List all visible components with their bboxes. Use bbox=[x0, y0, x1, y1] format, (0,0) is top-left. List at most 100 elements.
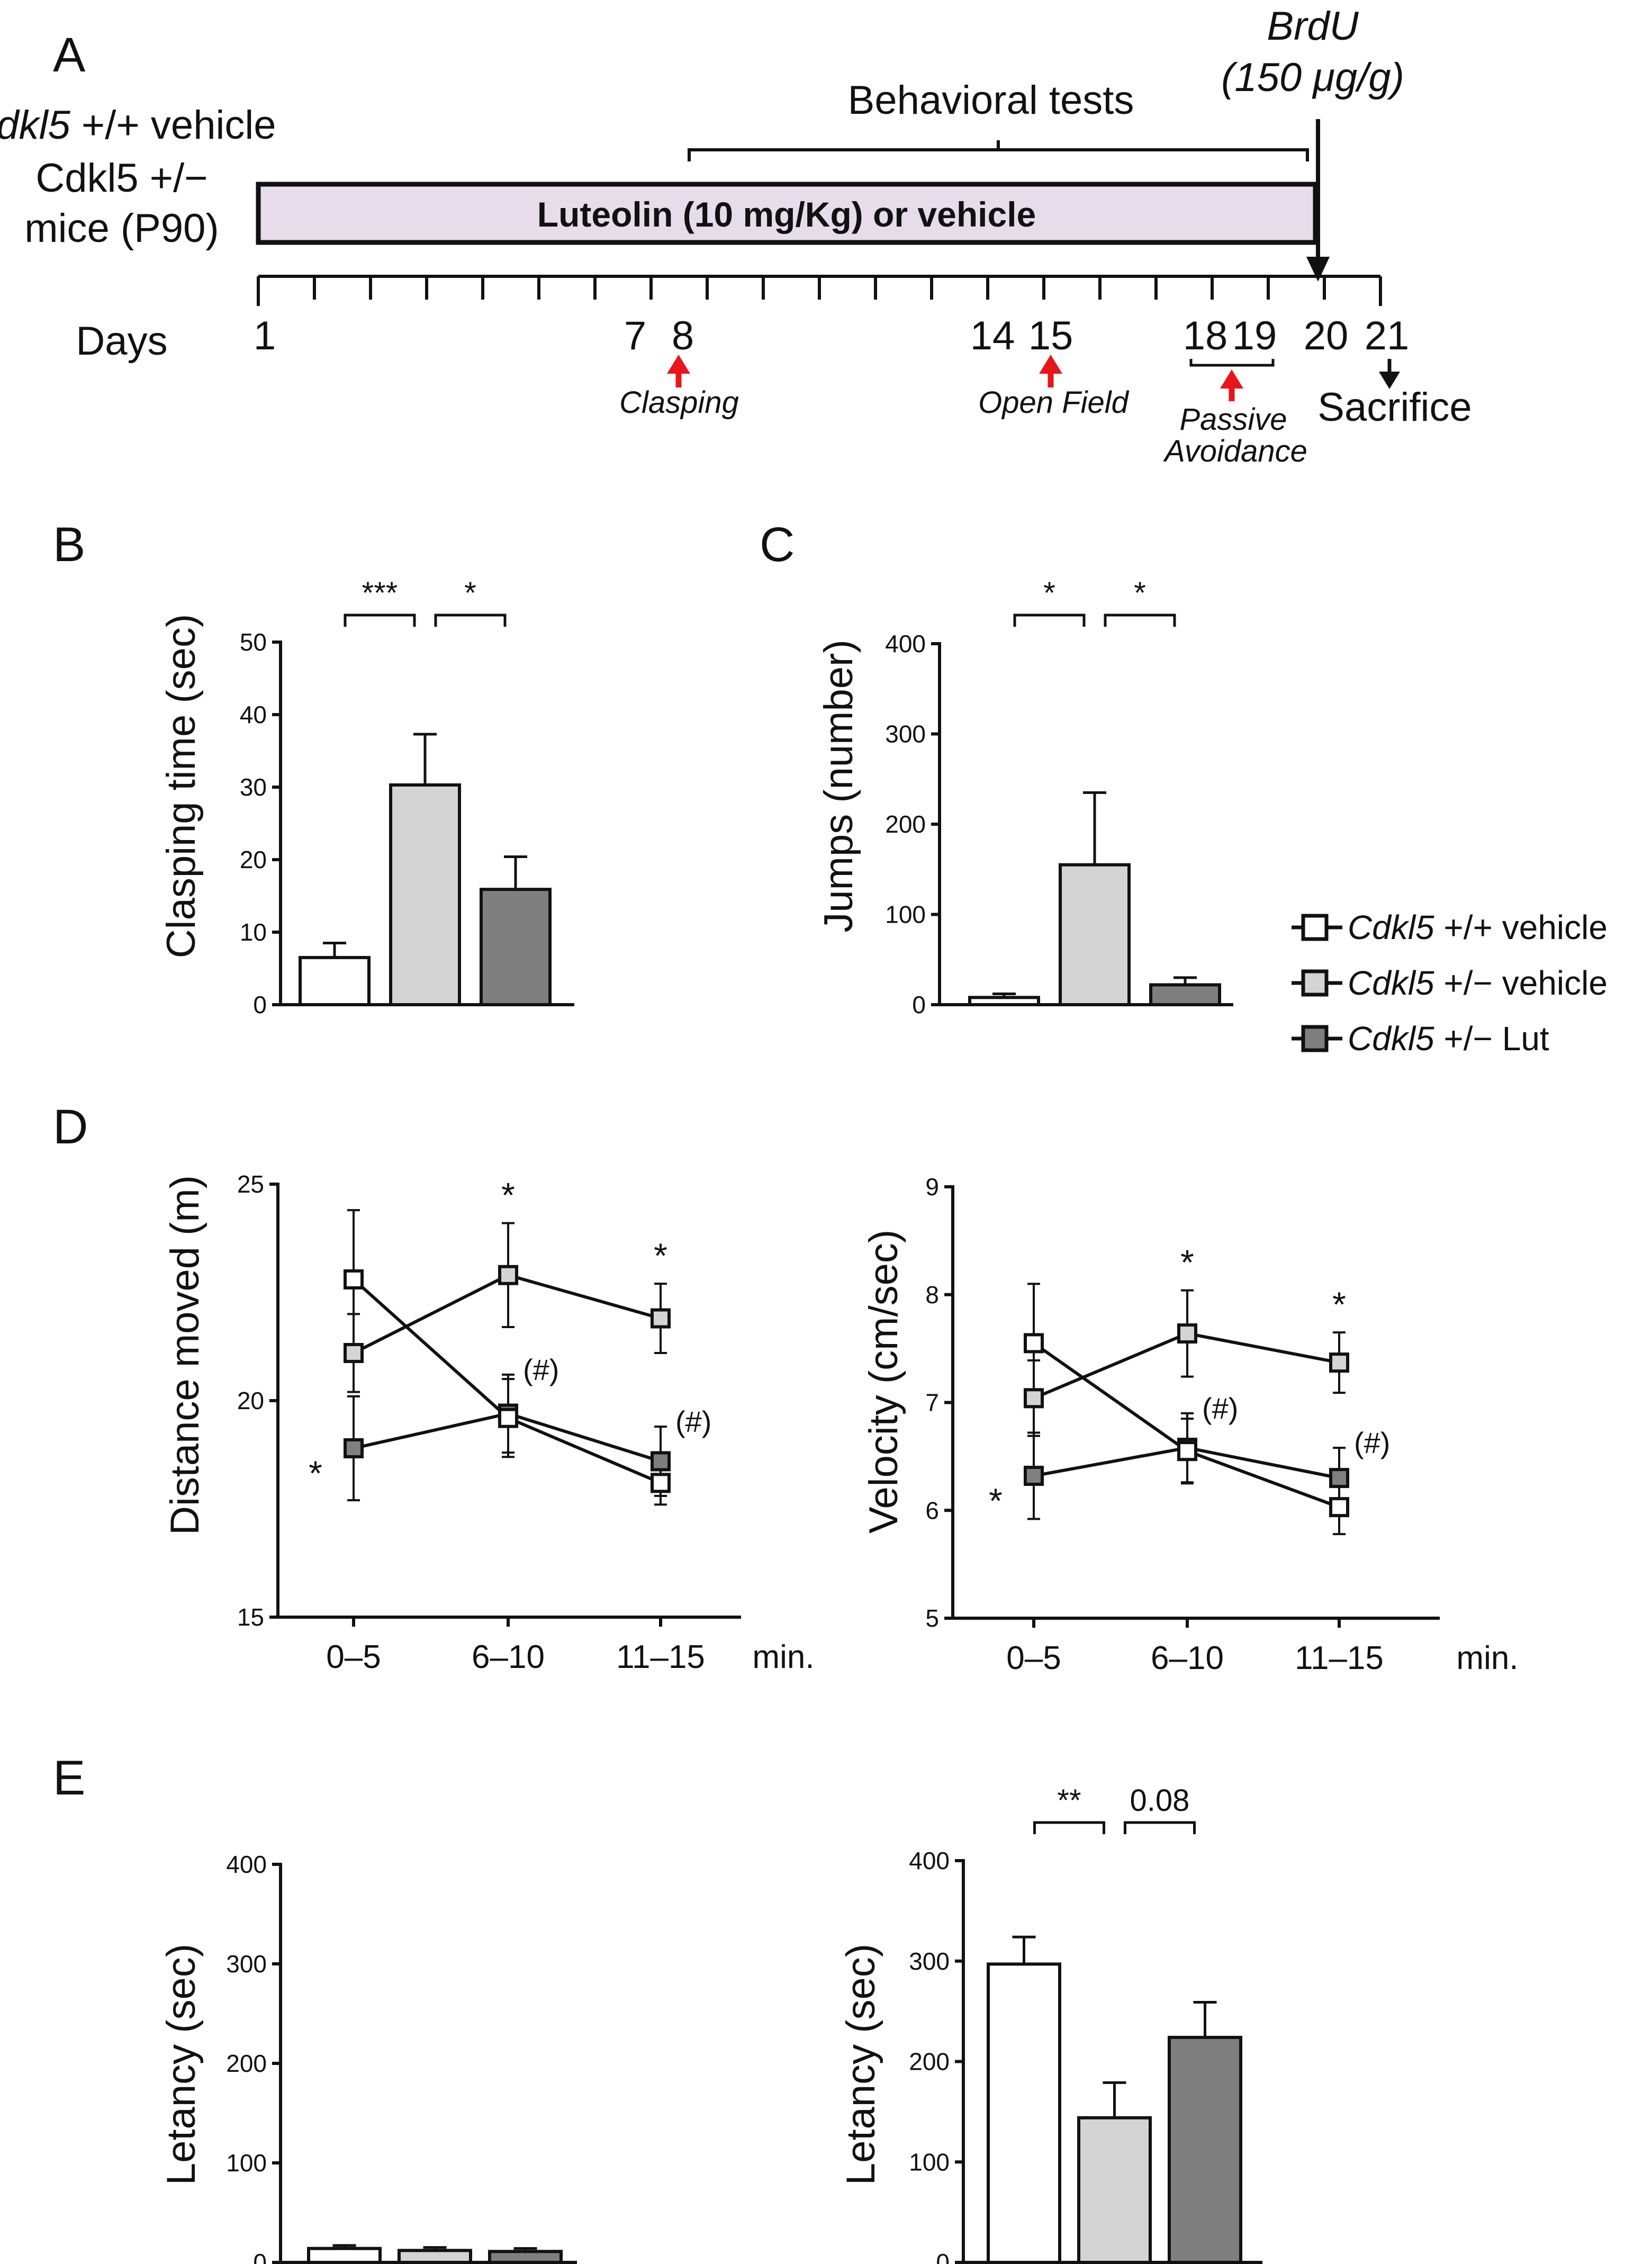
significance-label: *** bbox=[362, 576, 398, 610]
data-point bbox=[1177, 1441, 1197, 1462]
passive-avoidance-bracket bbox=[1189, 359, 1275, 367]
panel-label-b: B bbox=[53, 518, 85, 572]
significance-bracket bbox=[1033, 1821, 1105, 1834]
y-axis-label-latency-2: Letancy (sec) bbox=[838, 1944, 883, 2185]
y-tick-label: 0 bbox=[936, 2249, 950, 2264]
data-point bbox=[1329, 1352, 1349, 1373]
chart-jumps: Jumps (number) 0 100 200 300 400 * * bbox=[816, 576, 1233, 1018]
day-7: 7 bbox=[624, 313, 646, 358]
y-axis-label-jumps: Jumps (number) bbox=[816, 639, 861, 932]
y-tick-label: 0 bbox=[253, 991, 267, 1018]
data-point bbox=[344, 1438, 364, 1458]
day-ticks bbox=[257, 276, 1382, 306]
clasping-arrow bbox=[667, 355, 690, 387]
data-point bbox=[1024, 1333, 1044, 1354]
y-tick-label: 100 bbox=[885, 901, 926, 928]
panel-label-e: E bbox=[53, 1751, 85, 1805]
x-tick-label: 11–15 bbox=[1295, 1640, 1384, 1676]
day-21: 21 bbox=[1365, 313, 1410, 358]
group-mice: mice (P90) bbox=[24, 206, 219, 251]
day-15: 15 bbox=[1028, 313, 1073, 358]
legend-label-het-lut: Cdkl5 +/− Lut bbox=[1348, 1020, 1549, 1058]
legend-genotype-1: +/+ vehicle bbox=[1434, 908, 1608, 946]
data-point bbox=[1177, 1323, 1197, 1344]
behavioral-tests-label: Behavioral tests bbox=[848, 78, 1134, 123]
x-tick-label: 0–5 bbox=[1006, 1640, 1061, 1676]
panel-label-d: D bbox=[53, 1100, 88, 1154]
y-tick-label: 25 bbox=[237, 1170, 264, 1198]
y-tick-label: 200 bbox=[226, 2050, 267, 2077]
y-tick-label: 0 bbox=[253, 2249, 267, 2264]
group-wt: Cdkl5 +/+ vehicle bbox=[0, 103, 276, 148]
y-tick-label: 300 bbox=[226, 1950, 267, 1978]
y-tick-label: 200 bbox=[909, 2048, 950, 2076]
significance-star: * bbox=[1332, 1285, 1346, 1324]
bar bbox=[1077, 2116, 1152, 2264]
trend-annotation: (#) bbox=[1202, 1392, 1238, 1425]
day-18: 18 bbox=[1183, 313, 1228, 358]
data-point bbox=[1024, 1466, 1044, 1486]
passive-avoidance-arrow bbox=[1220, 369, 1243, 401]
avoidance-label: Avoidance bbox=[1163, 434, 1307, 468]
bar bbox=[488, 2250, 563, 2264]
significance-bracket bbox=[1013, 614, 1086, 627]
significance-label: * bbox=[1043, 576, 1055, 610]
bar bbox=[1149, 983, 1221, 1006]
data-point bbox=[498, 1265, 518, 1285]
data-point bbox=[344, 1343, 364, 1364]
open-field-arrow bbox=[1039, 355, 1062, 387]
legend-gene-3: Cdkl5 bbox=[1348, 1020, 1434, 1058]
y-tick-label: 6 bbox=[925, 1496, 939, 1524]
y-tick-label: 5 bbox=[925, 1604, 939, 1632]
bar bbox=[299, 955, 371, 1006]
y-axis-label-latency-1: Letancy (sec) bbox=[159, 1944, 204, 2185]
trend-annotation: (#) bbox=[1354, 1426, 1390, 1459]
y-axis-label-velocity: Velocity (cm/sec) bbox=[861, 1230, 906, 1534]
significance-label: 0.08 bbox=[1130, 1783, 1190, 1818]
x-tick-label: 0–5 bbox=[326, 1639, 381, 1675]
y-tick-label: 20 bbox=[240, 846, 267, 873]
y-tick-label: 8 bbox=[925, 1281, 939, 1309]
legend: Cdkl5 +/+ vehicle Cdkl5 +/− vehicle Cdkl… bbox=[1292, 908, 1608, 1058]
y-tick-label: 10 bbox=[240, 918, 267, 946]
data-point bbox=[344, 1269, 364, 1289]
chart-velocity: Velocity (cm/sec) 5 6 7 8 9 0–5 6–10 11–15 min. *… bbox=[861, 1173, 1519, 1676]
significance-label: ** bbox=[1057, 1783, 1081, 1818]
x-tick-label: 6–10 bbox=[1151, 1640, 1224, 1676]
legend-item-wt-vehicle: Cdkl5 +/+ vehicle bbox=[1292, 908, 1608, 946]
behavioral-tests-bracket bbox=[688, 140, 1309, 161]
legend-swatch-het-lut bbox=[1301, 1025, 1329, 1052]
y-tick-label: 7 bbox=[925, 1389, 939, 1417]
y-tick-label: 30 bbox=[240, 773, 267, 801]
significance-label: * bbox=[464, 576, 476, 610]
y-tick-label: 200 bbox=[885, 810, 926, 838]
y-tick-label: 20 bbox=[237, 1387, 264, 1414]
day-20: 20 bbox=[1304, 313, 1349, 358]
data-point bbox=[1329, 1468, 1349, 1489]
bar bbox=[398, 2249, 472, 2264]
significance-star: * bbox=[1180, 1243, 1194, 1282]
y-tick-label: 300 bbox=[909, 1947, 950, 1975]
open-field-label: Open Field bbox=[978, 385, 1129, 420]
group-wt-genotype: +/+ vehicle bbox=[70, 103, 276, 148]
y-tick-label: 0 bbox=[912, 991, 926, 1018]
y-tick-label: 50 bbox=[240, 628, 267, 656]
panel-a: A Cdkl5 +/+ vehicle Cdkl5 +/− mice (P90)… bbox=[0, 4, 1472, 468]
legend-gene-2: Cdkl5 bbox=[1348, 964, 1434, 1002]
legend-genotype-3: +/− Lut bbox=[1434, 1020, 1549, 1058]
y-tick-label: 15 bbox=[237, 1603, 264, 1631]
legend-item-het-vehicle: Cdkl5 +/− vehicle bbox=[1292, 964, 1608, 1002]
day-14: 14 bbox=[970, 313, 1015, 358]
group-het: Cdkl5 +/− bbox=[35, 156, 207, 201]
y-axis-label-distance: Distance moved (m) bbox=[163, 1175, 207, 1535]
bar bbox=[480, 888, 552, 1007]
sacrifice-label: Sacrifice bbox=[1317, 385, 1472, 430]
data-point bbox=[1329, 1497, 1349, 1518]
y-axis-label-clasping: Clasping time (sec) bbox=[159, 614, 204, 958]
y-tick-label: 100 bbox=[909, 2148, 950, 2176]
panel-label-a: A bbox=[53, 28, 86, 82]
significance-bracket bbox=[1124, 1821, 1196, 1834]
y-tick-label: 300 bbox=[885, 720, 926, 748]
